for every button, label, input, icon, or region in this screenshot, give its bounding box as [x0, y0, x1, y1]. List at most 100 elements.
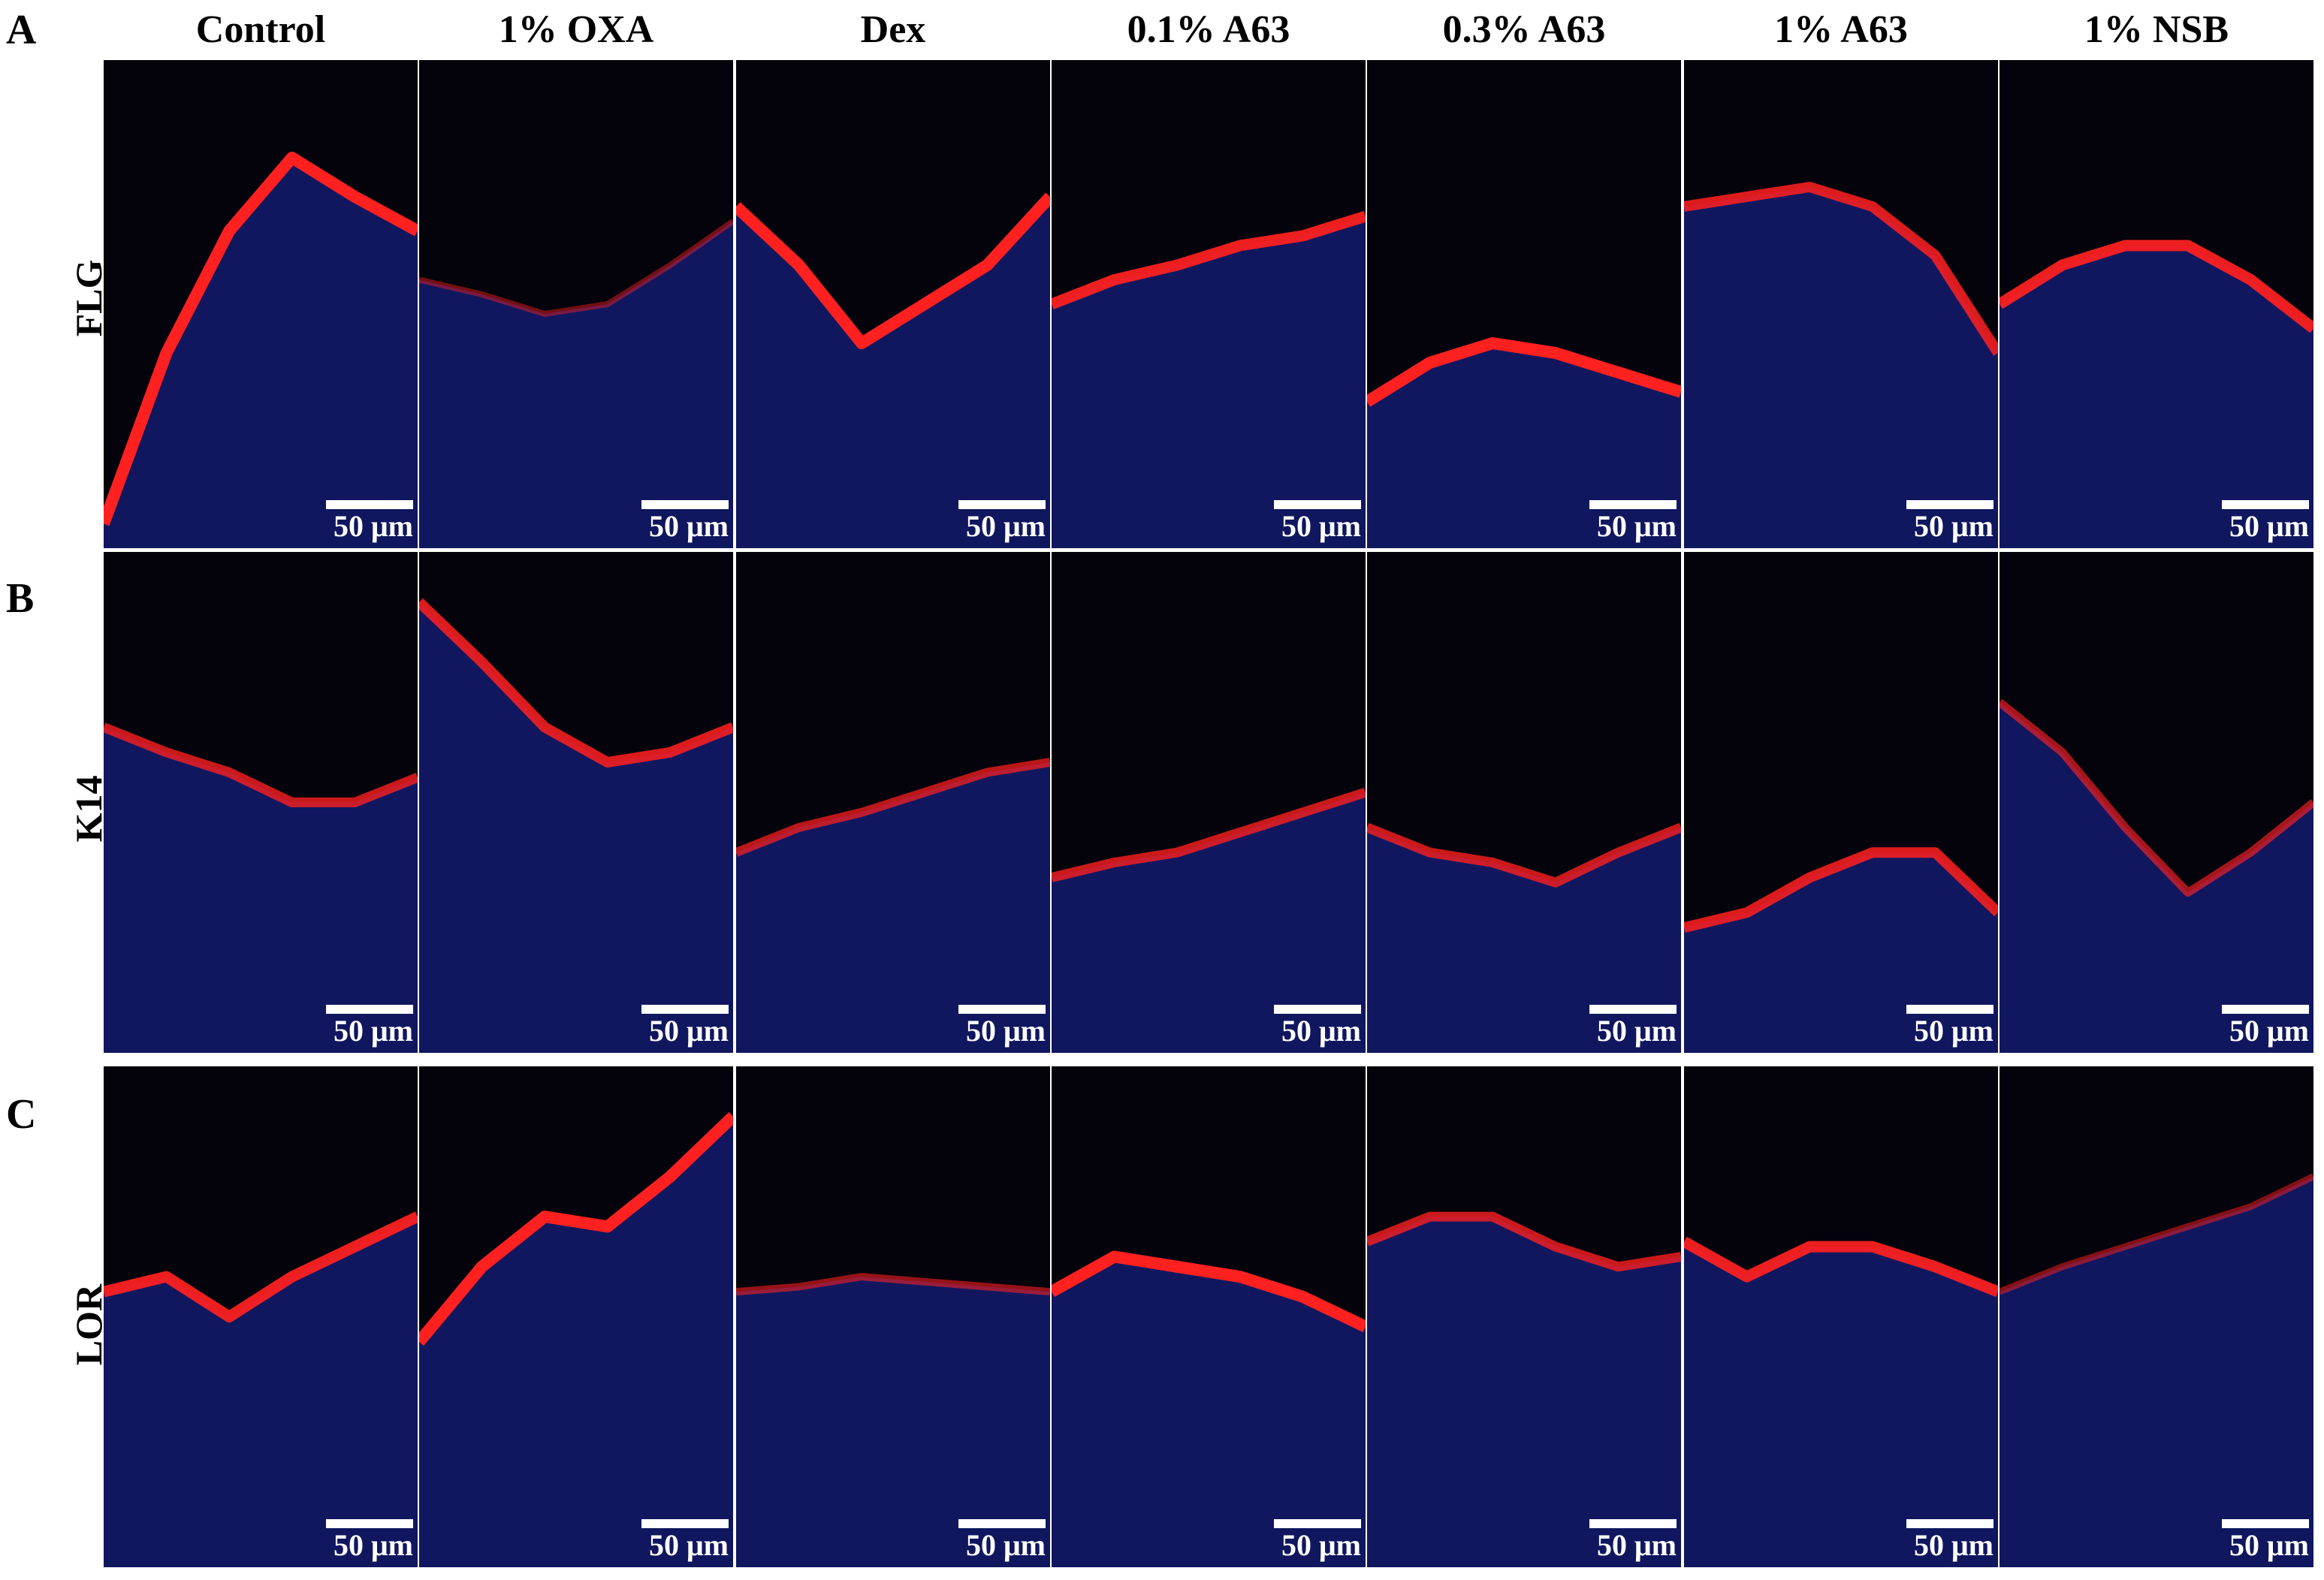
tissue-region [419, 1116, 733, 1567]
marker-stain-band [1367, 1211, 1681, 1272]
tissue-region [2000, 1176, 2313, 1567]
scale-bar: 50 μm [641, 500, 729, 544]
micrograph-lor-nsb: 50 μm [2000, 1066, 2313, 1567]
scale-bar: 50 μm [958, 1005, 1046, 1048]
micrograph-image [104, 722, 418, 1053]
marker-stain-band [736, 758, 1050, 857]
micrograph-flg-oxa: 50 μm [419, 60, 733, 548]
scale-bar-label: 50 μm [334, 1528, 413, 1562]
marker-stain-band [736, 1273, 1050, 1296]
scale-bar: 50 μm [641, 1005, 729, 1048]
micrograph-k14-oxa: 50 μm [419, 552, 733, 1053]
scale-bar-label: 50 μm [2229, 1014, 2309, 1048]
scale-bar-label: 50 μm [1914, 1014, 1994, 1048]
micrograph-k14-control: 50 μm [104, 552, 418, 1053]
tissue-region [1052, 1256, 1366, 1567]
micrograph-lor-oxa: 50 μm [419, 1066, 733, 1567]
marker-stain-band [1367, 337, 1681, 407]
micrograph-image [1367, 337, 1681, 548]
tissue-region [2000, 246, 2313, 548]
scale-bar-label: 50 μm [334, 1014, 413, 1048]
tissue-region [1684, 852, 1998, 1053]
scale-bar-label: 50 μm [2229, 509, 2309, 543]
scale-bar: 50 μm [1274, 1519, 1361, 1563]
tissue-region [1367, 827, 1681, 1053]
scale-bar-line [641, 1005, 729, 1014]
scale-bar-line [958, 1005, 1046, 1014]
column-header-dex: Dex [860, 8, 926, 51]
marker-stain-band [419, 598, 733, 768]
micrograph-image [736, 758, 1050, 1053]
tissue-region [1052, 792, 1366, 1053]
scale-bar-line [958, 500, 1046, 509]
micrograph-flg-control: 50 μm [104, 60, 418, 548]
micrograph-image [1684, 182, 1998, 548]
scale-bar-line [1906, 1519, 1994, 1528]
micrograph-flg-a63-1: 50 μm [1684, 60, 1998, 548]
micrograph-lor-dex: 50 μm [736, 1066, 1050, 1567]
scale-bar-label: 50 μm [649, 509, 729, 543]
tissue-region [1052, 216, 1366, 548]
tissue-region [736, 197, 1050, 548]
micrograph-lor-a63-1: 50 μm [1684, 1066, 1998, 1567]
scale-bar-line [2222, 500, 2309, 509]
micrograph-k14-a63-03: 50 μm [1367, 552, 1681, 1053]
scale-bar-label: 50 μm [2229, 1528, 2309, 1562]
micrograph-image [1367, 822, 1681, 1053]
marker-stain-band [1684, 847, 1998, 933]
tissue-region [419, 221, 733, 548]
scale-bar: 50 μm [958, 1519, 1046, 1563]
scale-bar-label: 50 μm [1914, 509, 1994, 543]
micrograph-image [1052, 788, 1366, 1053]
scale-bar: 50 μm [958, 500, 1046, 544]
scale-bar-line [1906, 1005, 1994, 1014]
scale-bar-line [1274, 1005, 1361, 1014]
tissue-region [1684, 187, 1998, 548]
marker-stain-band [736, 192, 1050, 349]
scale-bar-line [958, 1519, 1046, 1528]
micrograph-k14-nsb: 50 μm [2000, 552, 2313, 1053]
scale-bar-line [1906, 500, 1994, 509]
scale-bar-line [326, 1005, 413, 1014]
scale-bar-line [1589, 1005, 1677, 1014]
scale-bar: 50 μm [326, 1005, 413, 1048]
marker-stain-band [1367, 822, 1681, 888]
column-header-a63-03: 0.3% A63 [1442, 8, 1606, 51]
marker-stain-band [419, 1111, 733, 1346]
scale-bar-label: 50 μm [1597, 1014, 1677, 1048]
scale-bar-line [2222, 1519, 2309, 1528]
scale-bar: 50 μm [1589, 1005, 1677, 1048]
micrograph-image [104, 1211, 418, 1567]
scale-bar-label: 50 μm [334, 509, 413, 543]
micrograph-image [419, 1111, 733, 1567]
scale-bar: 50 μm [326, 1519, 413, 1563]
scale-bar-label: 50 μm [1597, 509, 1677, 543]
scale-bar-line [641, 1519, 729, 1528]
micrograph-lor-control: 50 μm [104, 1066, 418, 1567]
micrograph-image [736, 1273, 1050, 1567]
scale-bar-label: 50 μm [1281, 1528, 1361, 1562]
micrograph-image [1367, 1211, 1681, 1567]
scale-bar-label: 50 μm [966, 1528, 1046, 1562]
scale-bar: 50 μm [1589, 500, 1677, 544]
scale-bar: 50 μm [2222, 1519, 2309, 1563]
micrograph-image [1684, 1236, 1998, 1567]
marker-stain-band [1684, 182, 1998, 356]
column-header-control: Control [195, 8, 326, 51]
column-header-a63-1: 1% A63 [1774, 8, 1908, 51]
scale-bar-line [2222, 1005, 2309, 1014]
marker-stain-band [1052, 1250, 1366, 1333]
scale-bar-line [641, 500, 729, 509]
micrograph-image [104, 152, 418, 548]
scale-bar: 50 μm [1274, 1005, 1361, 1048]
scale-bar: 50 μm [1906, 1519, 1994, 1563]
column-header-nsb: 1% NSB [2084, 8, 2229, 51]
marker-stain-band [2000, 698, 2313, 897]
micrograph-lor-a63-01: 50 μm [1052, 1066, 1366, 1567]
micrograph-k14-a63-1: 50 μm [1684, 552, 1998, 1053]
panel-letter-b: B [6, 575, 35, 622]
micrograph-flg-dex: 50 μm [736, 60, 1050, 548]
scale-bar: 50 μm [2222, 1005, 2309, 1048]
marker-stain-band [1684, 1236, 1998, 1298]
panel-letter-c: C [6, 1091, 37, 1138]
